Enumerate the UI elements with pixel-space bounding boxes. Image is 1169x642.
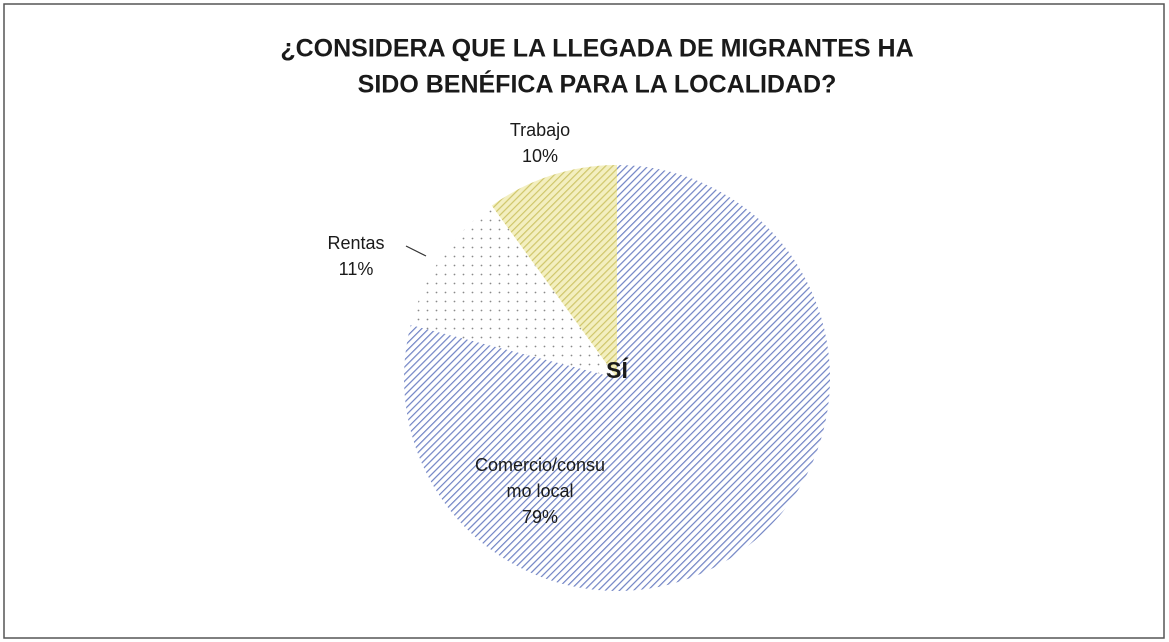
value-label: 10% bbox=[521, 146, 559, 166]
slice-label: Comercio/consumo local 79% bbox=[471, 452, 609, 530]
center-label: SÍ bbox=[606, 356, 628, 383]
chart-title: ¿CONSIDERA QUE LA LLEGADA DE MIGRANTES H… bbox=[280, 35, 913, 63]
category-name: Rentas bbox=[327, 233, 385, 253]
chart-frame bbox=[3, 3, 1165, 639]
category-name: Trabajo bbox=[509, 120, 571, 140]
pie-slice bbox=[491, 165, 617, 378]
slice-label: Trabajo 10% bbox=[480, 117, 600, 169]
chart-title: SIDO BENÉFICA PARA LA LOCALIDAD? bbox=[358, 70, 837, 99]
slice-label: Rentas 11% bbox=[296, 230, 416, 282]
value-label: 11% bbox=[338, 259, 374, 279]
pie bbox=[403, 165, 830, 591]
pie-slice bbox=[410, 205, 617, 378]
leader-line bbox=[405, 245, 427, 257]
category-name: Comercio/consumo local bbox=[474, 455, 606, 501]
value-label: 79% bbox=[521, 507, 559, 527]
